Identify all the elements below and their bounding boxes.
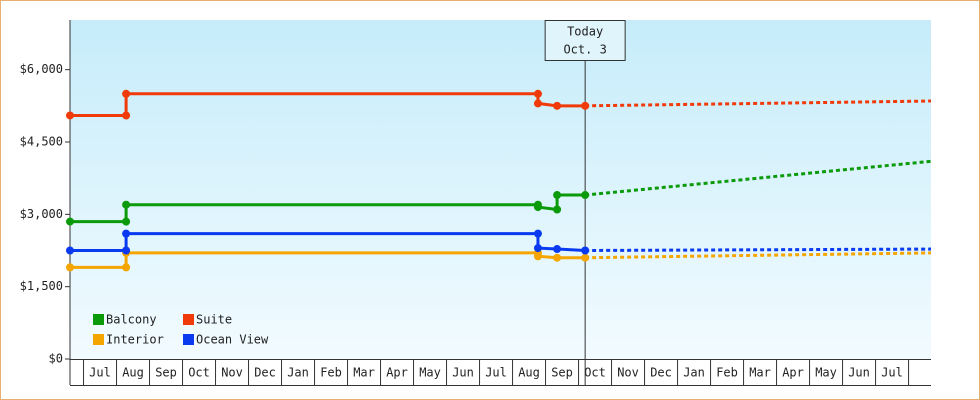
x-tick-label: Feb [320,366,342,380]
x-tick-label: Jul [485,366,507,380]
x-tick-label: Dec [650,366,672,380]
x-tick-label: Jan [683,366,705,380]
forecast-line [585,251,932,260]
today-box [544,20,626,61]
legend-swatch [93,334,104,345]
legend-swatch [183,334,194,345]
price-point [581,101,590,110]
price-point [122,217,131,226]
price-point [122,200,131,209]
x-tick-label: Apr [782,366,804,380]
price-point [66,217,74,226]
legend-swatch [183,314,194,325]
legend-swatch [93,314,104,325]
x-tick-label: Jul [89,366,111,380]
x-tick-label: May [419,366,441,380]
x-tick-label: Jul [881,366,903,380]
today-date: Oct. 3 [563,43,606,57]
x-tick-label: Apr [386,366,408,380]
x-tick-label: Aug [122,366,144,380]
today-label: Today [567,25,603,39]
x-tick-label: Aug [518,366,540,380]
price-point [122,89,131,98]
price-point [581,253,590,262]
forecast-line [585,99,932,108]
price-point [66,263,74,272]
legend-label: Suite [196,313,232,327]
price-point [122,263,131,272]
price-point [122,229,131,238]
x-tick-label: Sep [551,366,573,380]
price-point [553,101,562,110]
x-tick-label: Dec [254,366,276,380]
x-tick-label: Jun [452,366,474,380]
price-point [533,252,542,261]
forecast-line [585,247,932,253]
price-point [581,246,590,255]
x-tick-label: May [815,366,837,380]
price-point [533,244,542,253]
x-tick-label: Oct [188,366,210,380]
y-tick-label: $3,000 [20,207,63,221]
plot-area [70,20,931,359]
y-tick-label: $6,000 [20,62,63,76]
price-point [122,246,131,255]
x-tick-label: Jun [848,366,870,380]
forecast-line [585,159,932,197]
price-point [533,89,542,98]
x-tick-label: Feb [716,366,738,380]
price-point [533,229,542,238]
price-point [122,111,131,120]
x-tick-label: Sep [155,366,177,380]
price-point [581,191,590,200]
y-tick-label: $1,500 [20,279,63,293]
price-point [553,253,562,262]
x-tick-label: Mar [353,366,375,380]
price-point [533,203,542,212]
x-tick-label: Nov [617,366,639,380]
price-point [533,99,542,108]
legend-label: Balcony [106,313,157,327]
y-tick-label: $0 [49,352,63,366]
price-point [66,246,74,255]
x-tick-label: Mar [749,366,771,380]
legend-label: Ocean View [196,333,269,347]
x-tick-label: Oct [584,366,606,380]
y-tick-label: $4,500 [20,135,63,149]
legend-label: Interior [106,333,164,347]
price-point [553,245,562,254]
price-point [553,205,562,214]
price-point [66,111,74,120]
x-tick-label: Jan [287,366,309,380]
price-point [553,191,562,200]
x-tick-label: Nov [221,366,243,380]
